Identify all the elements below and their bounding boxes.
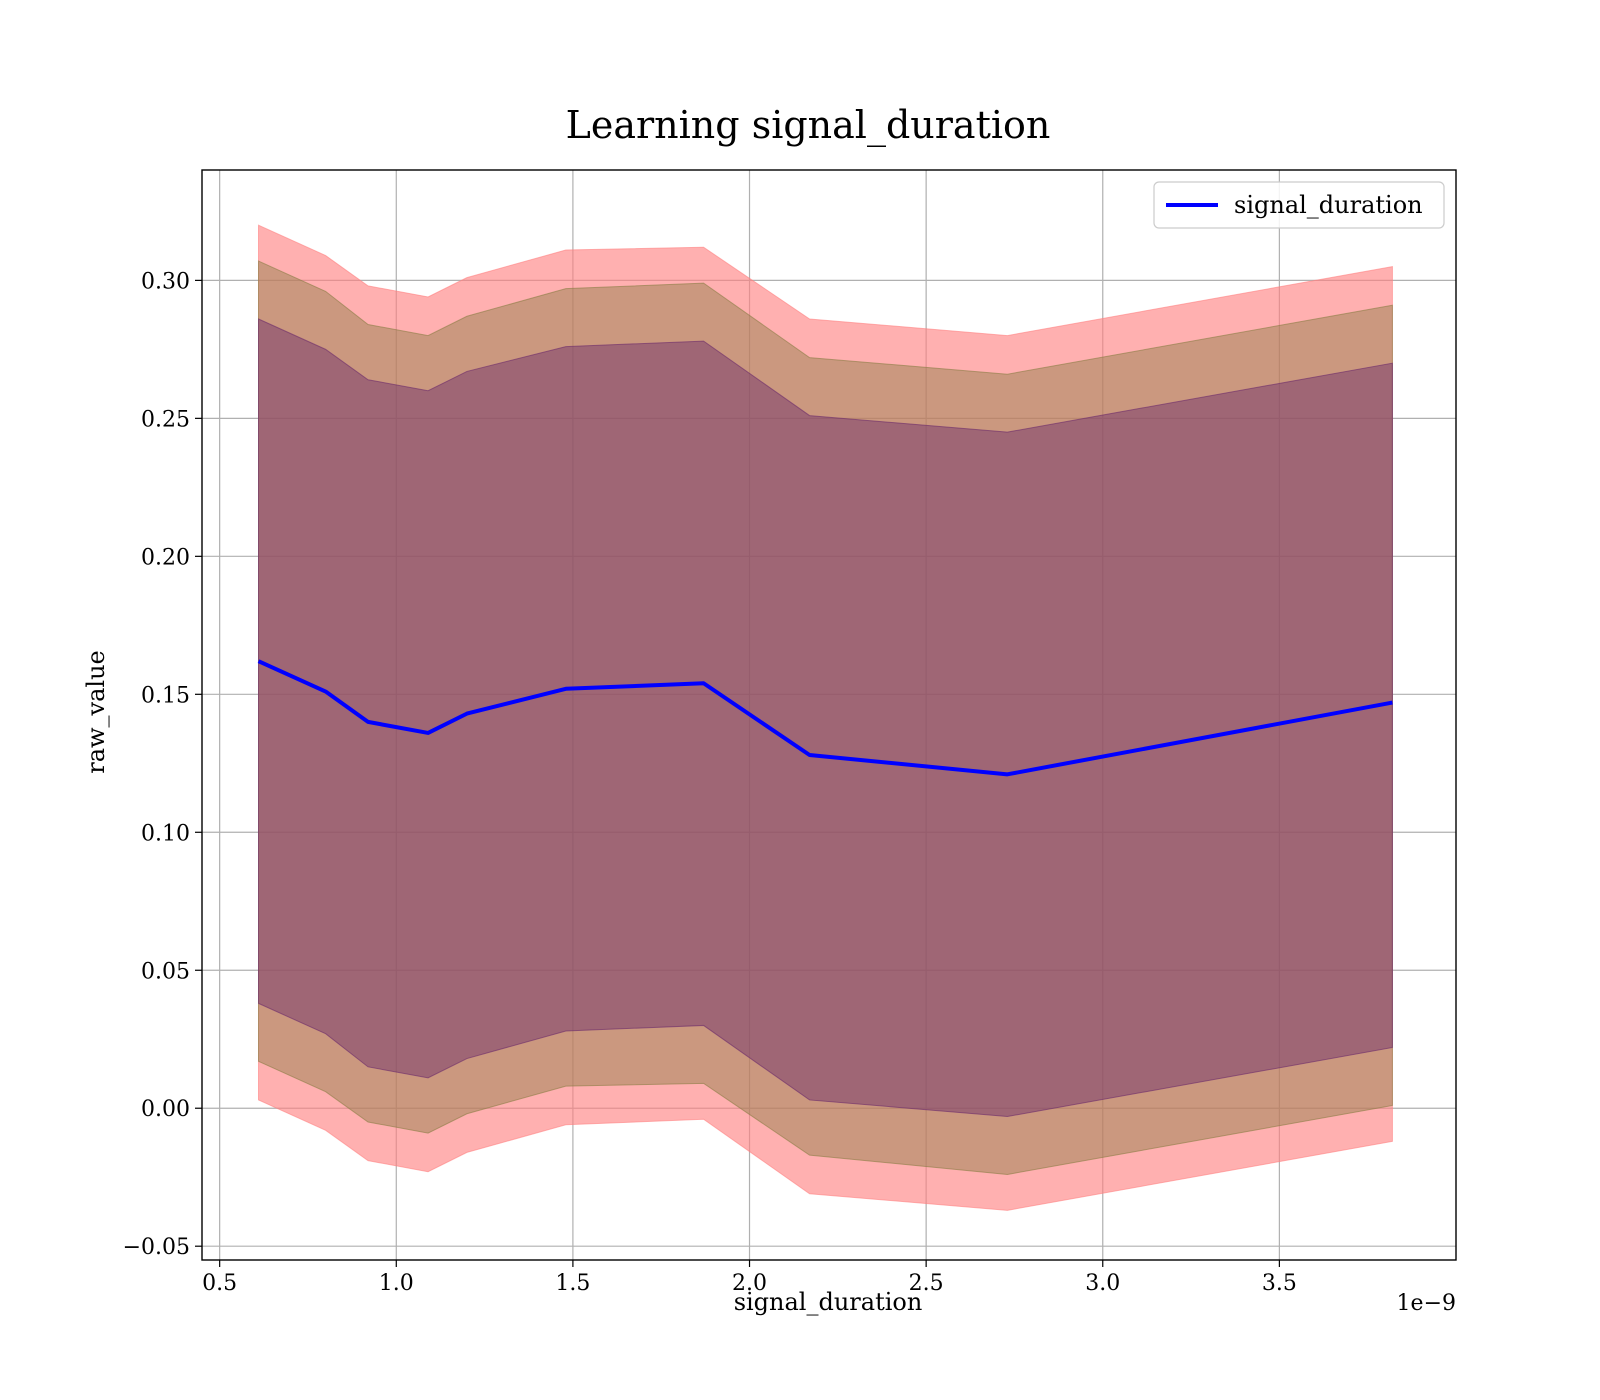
x-axis-label: signal_duration [734, 1288, 923, 1316]
y-tick-label: 0.15 [141, 683, 190, 708]
plot-frame [201, 169, 1457, 1261]
confidence-band-2 [258, 260, 1393, 1175]
plot-area: 0.5 1.0 1.5 2.0 2.5 3.0 3.5 −0.05 0.00 0.05 0.10 0.… [123, 169, 1457, 1296]
confidence-band-3 [258, 318, 1393, 1118]
y-tick-label: 0.30 [141, 269, 190, 294]
y-tick-label: 0.05 [141, 959, 190, 984]
x-tick-label: 1.5 [555, 1271, 590, 1296]
y-tick-label: 0.00 [141, 1097, 190, 1122]
series-line [257, 659, 1393, 777]
y-tick-label: 0.10 [141, 821, 190, 846]
confidence-band-1 [258, 224, 1393, 1211]
x-tick-label: 2.5 [909, 1271, 944, 1296]
x-tick-label: 1.0 [379, 1271, 414, 1296]
y-tick-label: 0.25 [141, 407, 190, 432]
x-tick-label: 3.0 [1085, 1271, 1120, 1296]
y-tick-label: 0.20 [141, 545, 190, 570]
x-tick-label: 2.0 [732, 1271, 767, 1296]
x-offset-label: 1e−9 [1397, 1291, 1456, 1316]
y-axis-label: raw_value [82, 650, 110, 774]
chart-title: Learning signal_duration [566, 103, 1051, 148]
legend-box [1153, 181, 1445, 229]
legend-label: signal_duration [1234, 191, 1423, 219]
y-tick-label: −0.05 [123, 1235, 190, 1260]
x-tick-label: 3.5 [1262, 1271, 1297, 1296]
x-tick-label: 0.5 [202, 1271, 237, 1296]
